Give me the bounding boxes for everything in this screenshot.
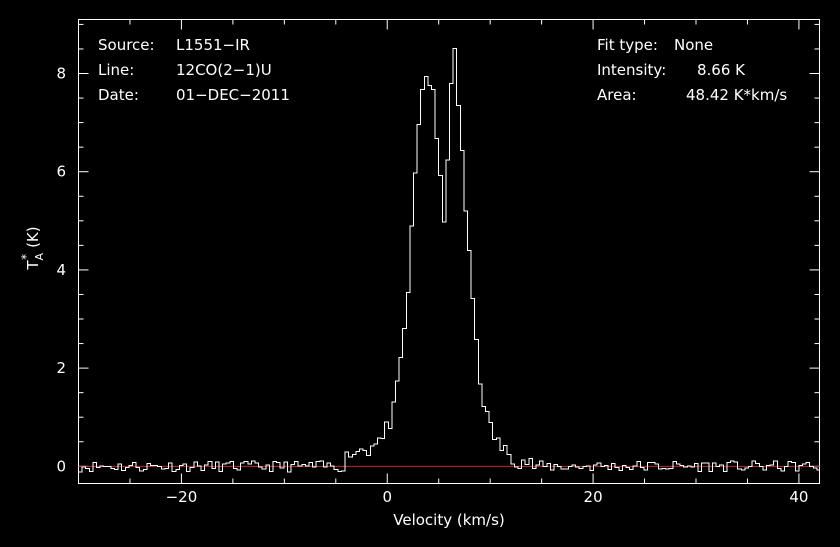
intensity-label: Intensity: xyxy=(597,61,666,79)
header-right: Fit type: None Intensity: 8.66 K Area: 4… xyxy=(597,36,787,104)
header-left: Source: L1551−IR Line: 12CO(2−1)U Date: … xyxy=(98,36,290,104)
x-tick-label: 0 xyxy=(382,488,392,506)
x-tick-label: 20 xyxy=(584,488,603,506)
svg-text:TA*(K): TA* (K) xyxy=(19,226,46,270)
date-value: 01−DEC−2011 xyxy=(176,86,290,104)
fit-type-label: Fit type: xyxy=(597,36,658,54)
area-value: 48.42 K*km/s xyxy=(686,86,787,104)
area-label: Area: xyxy=(597,86,637,104)
source-value: L1551−IR xyxy=(176,36,250,54)
spectrum-line xyxy=(78,48,820,473)
x-axis-label: Velocity (km/s) xyxy=(393,511,504,529)
y-tick-label: 6 xyxy=(56,163,66,181)
x-tick-label: −20 xyxy=(166,488,198,506)
y-tick-label: 0 xyxy=(56,457,66,475)
x-tick-labels: −20 0 20 40 xyxy=(166,488,809,506)
y-tick-label: 8 xyxy=(56,65,66,83)
y-tick-label: 4 xyxy=(56,261,66,279)
y-axis-label-superscript: * xyxy=(19,254,33,260)
intensity-value: 8.66 K xyxy=(697,61,746,79)
y-axis-label-unit: (K) xyxy=(24,226,42,248)
source-label: Source: xyxy=(98,36,155,54)
y-axis-label-subscript: A xyxy=(33,252,46,260)
line-label: Line: xyxy=(98,61,134,79)
x-tick-label: 40 xyxy=(789,488,808,506)
y-axis-label: TA* (K) xyxy=(19,226,46,270)
fit-type-value: None xyxy=(674,36,713,54)
axis-ticks xyxy=(78,19,820,484)
y-tick-labels: 0 2 4 6 8 xyxy=(56,65,66,476)
y-tick-label: 2 xyxy=(56,359,66,377)
y-axis-label-symbol: T xyxy=(24,260,42,271)
plot-frame xyxy=(78,19,820,484)
date-label: Date: xyxy=(98,86,139,104)
line-value: 12CO(2−1)U xyxy=(176,61,272,79)
